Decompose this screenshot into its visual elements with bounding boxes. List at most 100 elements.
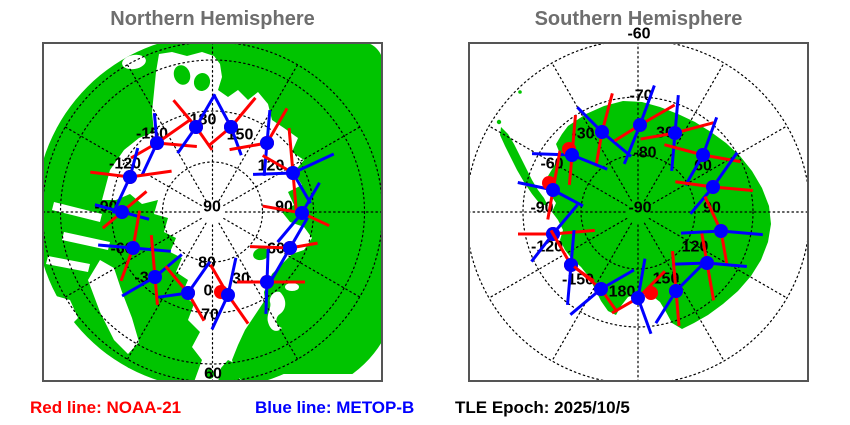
land-antarctic-peninsula — [500, 127, 548, 206]
south-map-title: Southern Hemisphere — [534, 8, 743, 30]
satellite-marker — [680, 195, 763, 266]
map-north-content — [42, 42, 383, 382]
island-speck-2 — [518, 90, 522, 94]
labels-south: -60-70-80-90-30 30-60 60-90 90-120 120-150 15… — [530, 26, 721, 301]
blue-sat-dot — [221, 288, 235, 302]
satellite-marker — [90, 147, 172, 214]
ocean-baltic — [267, 291, 286, 331]
blue-sat-dot — [115, 205, 129, 219]
blue-sat-dot — [594, 282, 608, 296]
satellite-marker — [654, 251, 706, 326]
map-label: -80 — [633, 145, 656, 162]
island-wrangel — [173, 65, 191, 85]
map-label: 60 — [204, 366, 222, 383]
ocean-baffin-bay — [88, 260, 139, 354]
blue-sat-dot — [126, 241, 140, 255]
map-frame-north — [42, 42, 383, 382]
blue-sat-dot — [595, 125, 609, 139]
satellite-marker — [531, 115, 608, 186]
blue-track-line — [638, 85, 656, 126]
blue-sat-dot — [260, 275, 274, 289]
blue-sat-dot — [148, 270, 162, 284]
map-label: -30 — [571, 126, 594, 143]
blue-sat-dot — [224, 120, 238, 134]
blue-sat-dot — [546, 183, 560, 197]
map-label: -90 — [628, 200, 651, 217]
blue-sat-dot — [123, 170, 137, 184]
map-north-svg: 180-150150-120120-909090-6060-3030080706… — [42, 42, 383, 383]
ocean-white-sea — [285, 283, 299, 291]
satellite-marker — [130, 112, 197, 176]
map-label: -60 — [627, 26, 650, 43]
red-sat-dot — [644, 286, 658, 300]
blue-track-line — [720, 229, 763, 237]
ocean-hudson — [42, 292, 78, 332]
lat-circle — [59, 59, 366, 365]
ocean-channel-2 — [62, 232, 110, 250]
satellite-marker — [252, 128, 335, 213]
blue-sat-dot — [189, 120, 203, 134]
island-chukchi — [193, 73, 211, 91]
satellite-marker — [576, 92, 633, 167]
blue-sat-dot — [631, 291, 645, 305]
satellite-marker — [237, 246, 305, 315]
map-label: 60 — [267, 241, 285, 258]
ocean-arctic-atlantic — [102, 52, 312, 382]
satellite-marker — [613, 85, 676, 165]
meridian-line — [648, 217, 788, 299]
lat-circle — [110, 110, 315, 314]
map-frame-south — [468, 42, 809, 382]
map-label: 180 — [609, 284, 636, 301]
satellite-marker — [98, 210, 171, 282]
island-iceland — [158, 334, 180, 346]
meridian-line — [488, 217, 628, 299]
map-label: 90 — [275, 199, 293, 216]
map-label: -60 — [540, 156, 563, 173]
satellite-marker — [262, 181, 330, 244]
map-label: 30 — [232, 271, 250, 288]
red-track-line — [287, 128, 295, 174]
satellite-marker — [94, 190, 150, 230]
satellite-marker — [172, 93, 217, 155]
meridian-line — [643, 222, 725, 362]
lat-circle — [522, 96, 754, 328]
island-great-britain — [218, 360, 240, 382]
markers-north — [90, 93, 335, 331]
satellite-marker — [671, 233, 747, 301]
island-svalbard — [253, 247, 269, 261]
island-speck-1 — [496, 119, 502, 125]
satellite-marker — [517, 150, 584, 220]
blue-sat-dot — [286, 166, 300, 180]
markers-south — [517, 85, 763, 335]
satellite-marker — [158, 261, 212, 322]
blue-sat-dot — [260, 136, 274, 150]
satellite-marker — [208, 95, 257, 156]
blue-sat-dot — [181, 286, 195, 300]
blue-sat-dot — [283, 241, 297, 255]
blue-sat-dot — [706, 180, 720, 194]
map-label: 120 — [682, 239, 709, 256]
blue-sat-dot — [669, 284, 683, 298]
satellite-marker — [121, 235, 183, 306]
satellite-marker — [249, 216, 318, 284]
meridian-line — [648, 125, 788, 207]
ocean-corner-se — [340, 340, 383, 382]
blue-sat-dot — [633, 118, 647, 132]
blue-sat-dot — [714, 224, 728, 238]
satellite-marker — [640, 95, 715, 171]
blue-sat-dot — [295, 206, 309, 220]
blue-sat-dot — [150, 136, 164, 150]
satellite-marker — [569, 265, 635, 316]
meridian-line — [551, 222, 633, 362]
map-label: 70 — [201, 307, 219, 324]
legend-red-line: Red line: NOAA-21 — [30, 398, 182, 417]
blue-sat-dot — [668, 126, 682, 140]
legend-tle-epoch: TLE Epoch: 2025/10/5 — [455, 398, 630, 417]
satellite-marker — [611, 258, 666, 335]
blue-track-line — [292, 152, 335, 175]
map-south-svg: -60-70-80-90-30 30-60 60-90 90-120 120-150 15… — [468, 26, 809, 382]
legend-blue-line: Blue line: METOP-B — [255, 398, 415, 417]
north-map-title: Northern Hemisphere — [110, 8, 315, 30]
map-label: 90 — [203, 199, 221, 216]
